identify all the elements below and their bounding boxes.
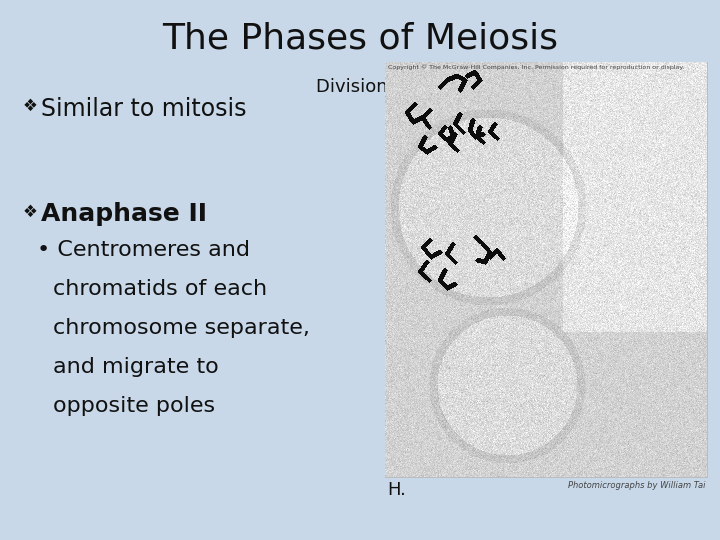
Text: ❖: ❖ — [23, 97, 38, 115]
Text: Anaphase II: Anaphase II — [41, 202, 207, 226]
Text: Similar to mitosis: Similar to mitosis — [41, 97, 246, 121]
Text: opposite poles: opposite poles — [53, 396, 215, 416]
Text: Photomicrographs by William Tai: Photomicrographs by William Tai — [567, 481, 705, 490]
Text: and migrate to: and migrate to — [53, 357, 219, 377]
Text: Division II: Division II — [316, 78, 404, 96]
Text: chromatids of each: chromatids of each — [53, 279, 267, 299]
Text: Copyright © The McGraw-Hill Companies, Inc. Permission required for reproduction: Copyright © The McGraw-Hill Companies, I… — [388, 64, 684, 70]
Text: The Phases of Meiosis: The Phases of Meiosis — [162, 22, 558, 56]
Bar — [385, 62, 707, 477]
Text: • Centromeres and: • Centromeres and — [37, 240, 250, 260]
Text: chromosome separate,: chromosome separate, — [53, 318, 310, 338]
Text: ❖: ❖ — [23, 202, 38, 220]
Text: H.: H. — [387, 481, 406, 499]
